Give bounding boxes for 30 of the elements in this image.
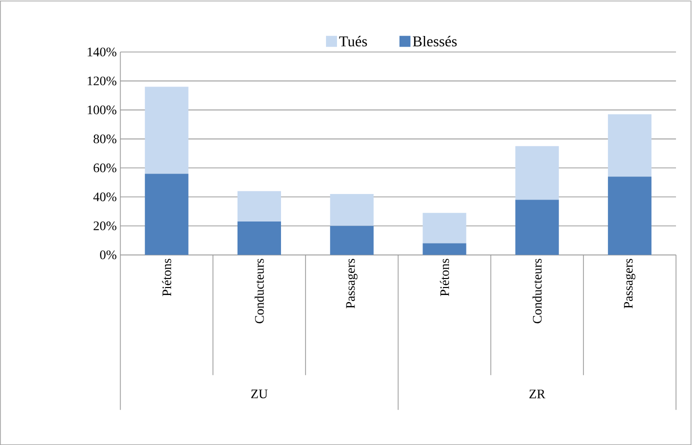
y-tick-label: 40%	[93, 192, 116, 202]
y-tick-label: 100%	[88, 105, 116, 114]
bar	[515, 146, 559, 200]
y-tick-label: 120%	[88, 76, 116, 86]
bar	[608, 114, 652, 177]
legend-label: Blessés	[412, 36, 457, 46]
x-tick-label: Passagers	[346, 258, 358, 308]
y-tick-label: 60%	[94, 163, 116, 172]
y-tick-label: 0%	[100, 250, 116, 260]
x-tick-label: Conducteurs	[532, 258, 542, 324]
x-tick-label: Passagers	[624, 258, 636, 308]
legend-label: Tués	[339, 36, 367, 46]
bar	[330, 194, 374, 226]
bar	[515, 200, 559, 255]
x-tick-label: Conducteurs	[254, 258, 264, 324]
bar	[237, 191, 282, 222]
y-tick-label: 140%	[88, 48, 116, 56]
bar	[608, 176, 652, 255]
bar	[422, 243, 466, 255]
bar	[422, 212, 466, 244]
y-tick-label: 80%	[94, 134, 116, 144]
text: ZR	[529, 390, 546, 398]
bar	[144, 86, 188, 174]
x-tick-label: Piétons	[162, 258, 172, 296]
x-tick-label: Piétons	[440, 258, 450, 296]
bar	[330, 226, 374, 255]
y-tick-label: 20%	[94, 221, 116, 230]
bar	[237, 221, 282, 255]
bar	[144, 174, 188, 255]
text: ZU	[251, 390, 268, 398]
